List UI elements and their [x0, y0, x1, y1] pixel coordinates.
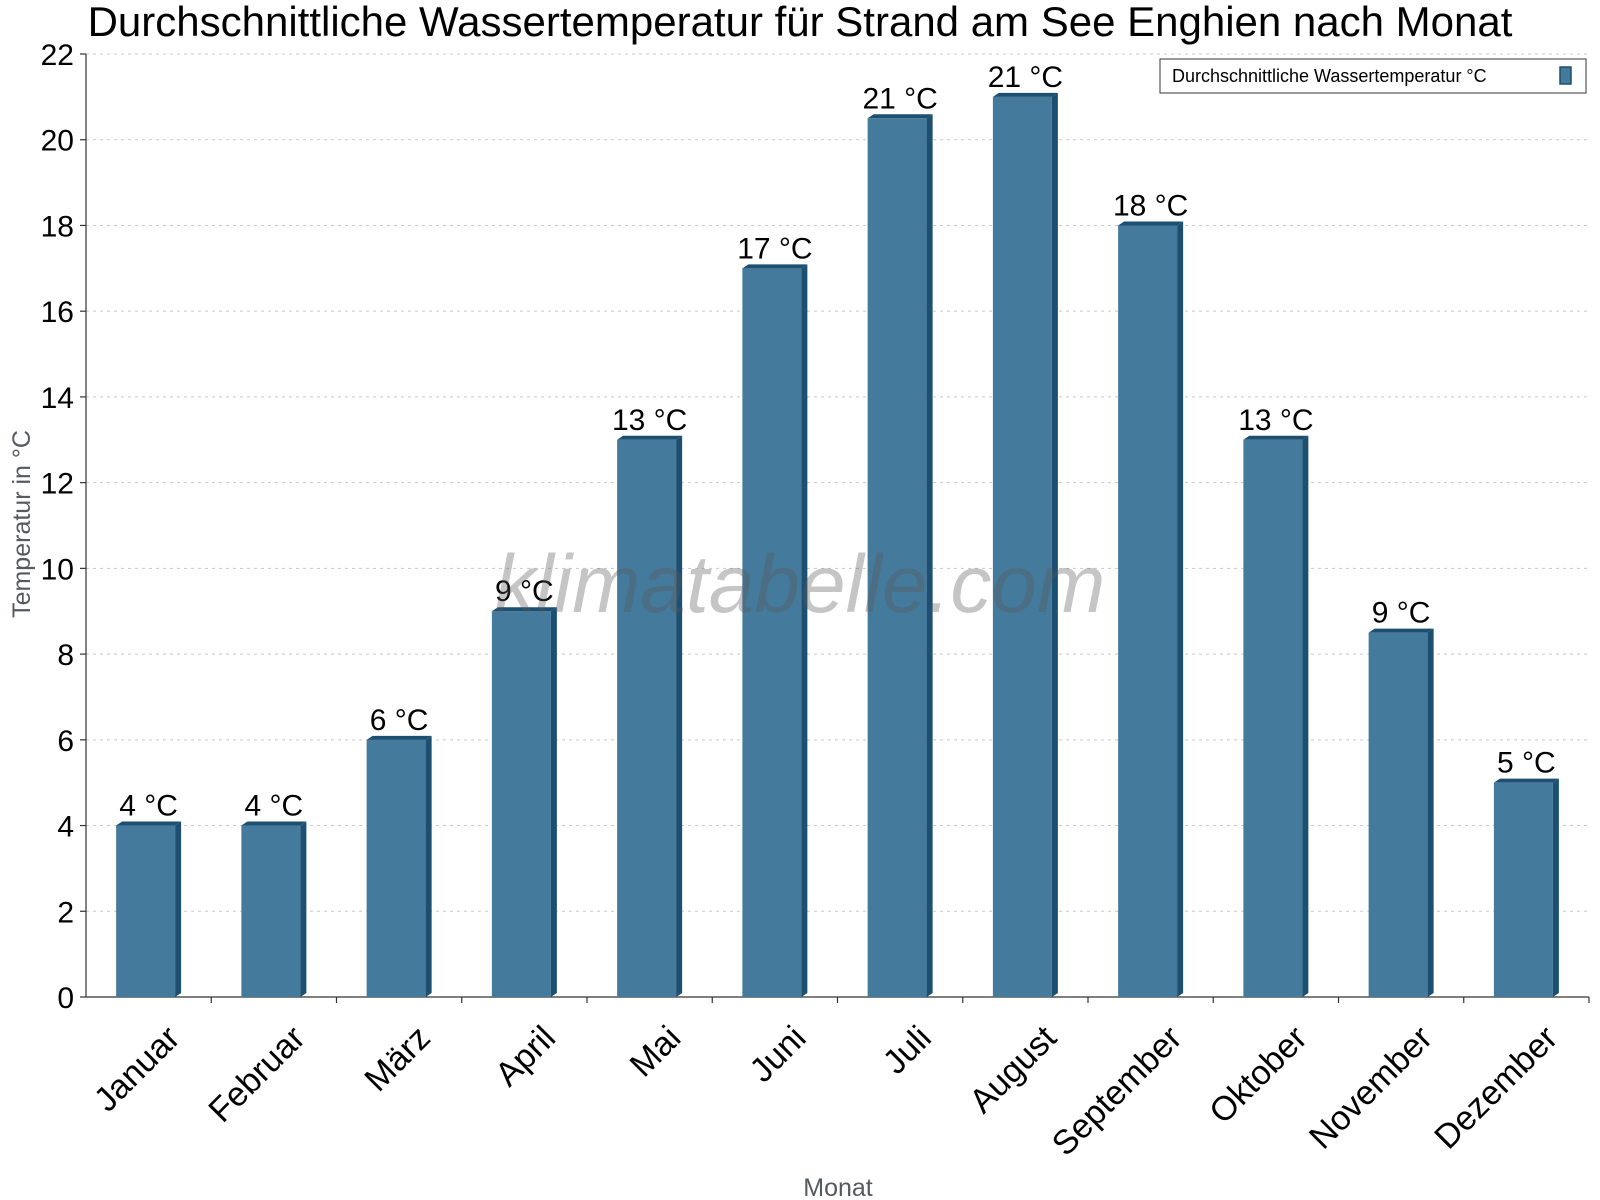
bar-top [617, 435, 683, 440]
bar [617, 439, 677, 998]
y-tick-label: 8 [57, 639, 74, 672]
x-tick-label: März [357, 1019, 437, 1099]
bar-top [1368, 628, 1434, 633]
chart-title: Durchschnittliche Wassertemperatur für S… [88, 0, 1513, 45]
bar-top [1118, 221, 1184, 226]
bar [1368, 632, 1428, 997]
y-tick-label: 0 [57, 982, 74, 1015]
bar-side [926, 114, 933, 997]
bar-top [742, 264, 808, 269]
y-tick-label: 18 [41, 210, 74, 243]
y-tick-label: 22 [41, 39, 74, 72]
bar-side [1051, 92, 1058, 997]
bar-top [1243, 435, 1309, 440]
x-tick-label: Juli [876, 1019, 939, 1082]
bar-top [116, 821, 182, 826]
data-label: 4 °C [119, 790, 178, 823]
bar [742, 268, 802, 997]
data-label: 21 °C [988, 61, 1063, 94]
x-tick-label: Februar [201, 1019, 312, 1130]
bar-side [550, 607, 557, 997]
bar-top [491, 607, 557, 612]
legend: Durchschnittliche Wassertemperatur °C [1159, 58, 1587, 94]
x-tick-label: September [1045, 1019, 1189, 1163]
bar-top [366, 735, 432, 740]
bar-top [241, 821, 307, 826]
bar-side [175, 821, 182, 997]
bar-side [801, 264, 808, 997]
y-tick-label: 20 [41, 125, 74, 158]
bar-side [425, 735, 432, 997]
data-label: 21 °C [862, 82, 937, 115]
legend-label: Durchschnittliche Wassertemperatur °C [1172, 66, 1487, 86]
bar [116, 825, 176, 997]
bar-top [992, 92, 1058, 97]
data-label: 13 °C [612, 404, 687, 437]
x-tick-label: Juni [743, 1019, 814, 1090]
y-tick-label: 10 [41, 553, 74, 586]
x-tick-label: Oktober [1202, 1019, 1314, 1131]
y-tick-label: 4 [57, 811, 74, 844]
grid-lines [86, 53, 1589, 912]
bar-side [300, 821, 307, 997]
data-label: 4 °C [245, 790, 304, 823]
legend-swatch [1559, 66, 1572, 85]
data-label: 5 °C [1497, 747, 1556, 780]
data-label: 6 °C [370, 704, 429, 737]
bars [116, 92, 1559, 998]
y-axis-label: Temperatur in °C [8, 430, 36, 618]
data-label: 17 °C [737, 232, 812, 265]
bar-side [1552, 778, 1559, 997]
data-label: 18 °C [1113, 189, 1188, 222]
bar [1118, 225, 1178, 998]
axes: 0 2 4 6 8 10 12 14 16 18 20 22 [41, 39, 1590, 1015]
y-tick-label: 2 [57, 896, 74, 929]
bar [1493, 782, 1553, 997]
bar [992, 96, 1052, 997]
data-label: 9 °C [1372, 597, 1431, 630]
bar [1243, 439, 1303, 998]
x-tick-label: August [962, 1018, 1064, 1120]
bar-top [1493, 778, 1559, 783]
data-label: 9 °C [495, 575, 554, 608]
legend-box [1159, 58, 1587, 94]
data-label: 13 °C [1238, 404, 1313, 437]
y-tick-label: 14 [41, 382, 74, 415]
bar [241, 825, 301, 997]
bar-side [1177, 221, 1184, 998]
x-axis-label: Monat [803, 1174, 873, 1200]
watermark: klimatabelle.com [495, 539, 1106, 630]
x-tick-label: Dezember [1427, 1019, 1565, 1157]
x-tick-label: Januar [87, 1019, 187, 1119]
bar-side [1427, 628, 1434, 997]
y-tick-label: 12 [41, 468, 74, 501]
x-tick-label: Mai [623, 1019, 689, 1085]
y-tick-label: 6 [57, 725, 74, 758]
bar-side [1302, 435, 1309, 998]
x-tick-label: November [1302, 1019, 1440, 1157]
bar-top [867, 114, 933, 119]
bar [491, 611, 551, 997]
bar-side [676, 435, 683, 998]
bar [867, 118, 927, 997]
x-tick-label: April [488, 1019, 563, 1094]
y-tick-label: 16 [41, 296, 74, 329]
bar [366, 739, 426, 997]
